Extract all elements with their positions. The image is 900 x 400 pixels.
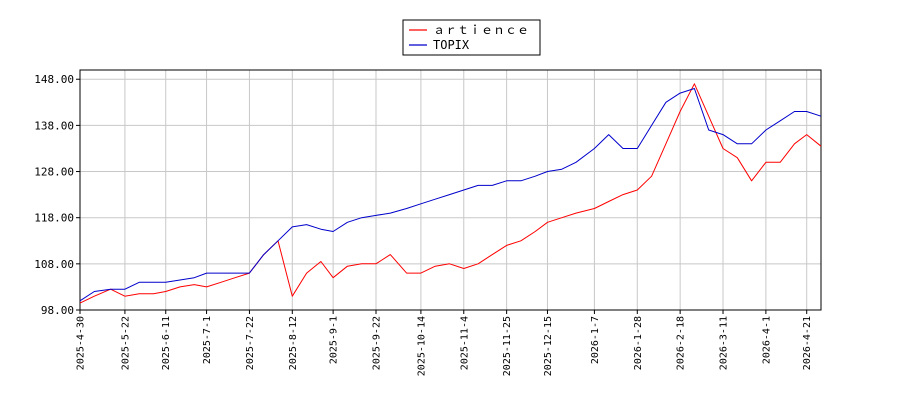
plot-frame xyxy=(79,69,822,311)
tick-label-y: 108.00 xyxy=(34,258,74,271)
tick-label-x: 2026-1-28 xyxy=(633,316,644,370)
legend-box xyxy=(402,19,541,56)
tick-label-y: 128.00 xyxy=(34,166,74,179)
tick-label-x: 2025-9-1 xyxy=(329,316,340,364)
tick-label-x: 2026-3-11 xyxy=(719,316,730,370)
tick-label-x: 2026-1-7 xyxy=(590,316,601,364)
x-axis: 2025-4-30 2025-5-22 2025-6-11 2025-7-1 2025-… xyxy=(76,310,813,376)
tick-label-x: 2025-4-30 xyxy=(76,316,87,370)
tick-label-x: 2026-4-1 xyxy=(761,316,772,364)
legend-label-series-1: ａｒｔｉｅｎｃｅ xyxy=(433,23,529,37)
tick-label-x: 2025-9-22 xyxy=(371,316,382,370)
tick-label-x: 2025-12-15 xyxy=(543,316,554,376)
series-layer xyxy=(79,83,822,304)
tick-label-x: 2025-6-11 xyxy=(161,316,172,370)
y-axis: 98.00 108.00 118.00 128.00 138.00 148.00 xyxy=(34,73,80,317)
grid xyxy=(79,70,821,311)
tick-label-x: 2025-7-22 xyxy=(245,316,256,370)
tick-label-x: 2025-11-25 xyxy=(502,316,513,376)
tick-label-x: 2025-11-4 xyxy=(459,316,470,370)
legend: ａｒｔｉｅｎｃｅ TOPIX xyxy=(402,19,541,56)
tick-label-y: 118.00 xyxy=(34,212,74,225)
tick-label-x: 2026-4-21 xyxy=(802,316,813,370)
legend-label-series-2: TOPIX xyxy=(433,38,470,52)
tick-label-x: 2025-10-14 xyxy=(416,316,427,376)
tick-label-y: 98.00 xyxy=(41,304,74,317)
tick-label-x: 2025-8-12 xyxy=(288,316,299,370)
tick-label-x: 2026-2-18 xyxy=(676,316,687,370)
tick-label-y: 138.00 xyxy=(34,119,74,132)
tick-label-x: 2025-5-22 xyxy=(120,316,131,370)
series-line-1 xyxy=(79,83,822,304)
tick-label-y: 148.00 xyxy=(34,73,74,86)
series-line-2 xyxy=(79,88,822,302)
tick-label-x: 2025-7-1 xyxy=(202,316,213,364)
